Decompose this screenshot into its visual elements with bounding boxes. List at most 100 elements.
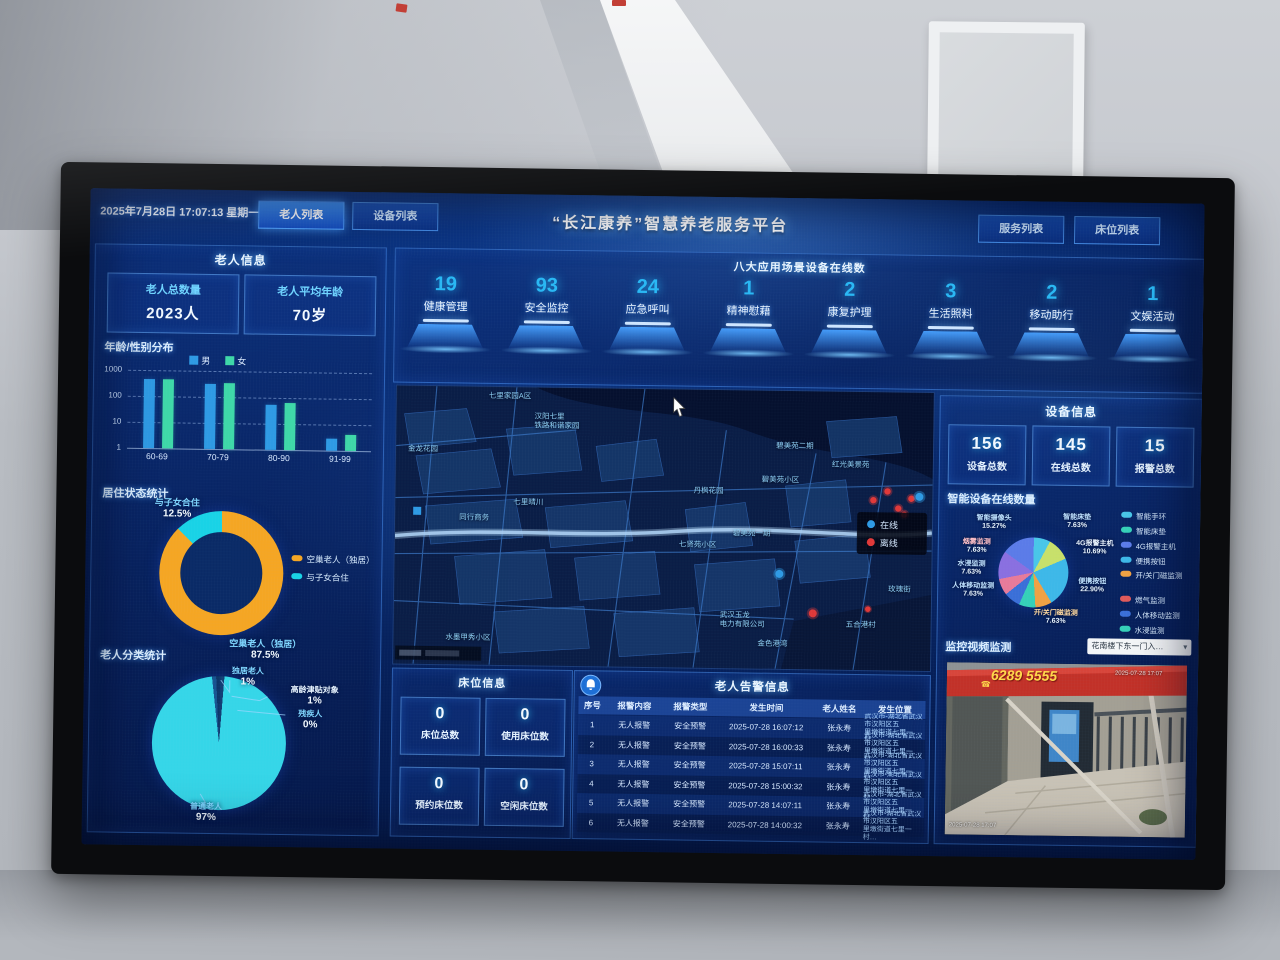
device-legend-item: 智能手环	[1121, 511, 1166, 523]
bar	[143, 379, 156, 449]
map-label: 金龙花园	[408, 443, 439, 454]
stat-elder-total: 老人总数量 2023人	[106, 272, 240, 335]
age-gender-chart-title: 年龄/性别分布	[104, 341, 174, 355]
bar	[162, 379, 175, 449]
ytick-10: 10	[112, 416, 122, 426]
stat-device-total: 156 设备总数	[947, 424, 1027, 486]
nav-button-service-list[interactable]: 服务列表	[977, 214, 1065, 244]
camera-select-dropdown[interactable]: 花南楼下东一门入… ▾	[1087, 638, 1192, 656]
bar	[204, 383, 216, 450]
scenario-health: 19 健康管理	[394, 273, 496, 354]
camera-select-value: 花南楼下东一门入…	[1091, 641, 1164, 652]
ytick-100: 100	[108, 390, 122, 400]
scenario-mental: 1 精神慰藉	[697, 277, 799, 359]
stat-value: 70岁	[292, 307, 328, 325]
map-canvas: 在线 离线	[393, 385, 934, 672]
donut-label-children: 与子女合住 12.5%	[154, 497, 200, 520]
age-gender-bars	[127, 370, 372, 451]
alarm-bell-icon	[580, 674, 602, 696]
device-pie-title: 智能设备在线数量	[947, 493, 1036, 507]
elder-category-title: 老人分类统计	[100, 649, 167, 663]
map-label: 碧美苑小区	[761, 474, 800, 485]
pie-label-normal: 普通老人 97%	[189, 801, 223, 824]
donut-label-empty-nest: 空巢老人（独居） 87.5%	[229, 638, 302, 662]
scenario-daily-care: 3 生活照料	[899, 280, 1001, 361]
ceiling-red-mark	[612, 0, 626, 6]
legend-marker-female	[225, 356, 235, 366]
stat-bed-total: 0 床位总数	[399, 696, 481, 756]
stat-label: 老人总数量	[145, 284, 201, 297]
map-label: 七贤苑小区	[678, 539, 717, 550]
bed-info-title: 床位信息	[458, 677, 507, 691]
map-label: 碧美苑二期	[776, 440, 814, 451]
alarm-title: 老人告警信息	[714, 681, 790, 695]
bar	[265, 404, 277, 450]
device-info-title: 设备信息	[1045, 404, 1098, 420]
camera-feed: ☎ 6289 5555 2025-07-28 17:07 2025-07-28 …	[944, 662, 1188, 838]
video-section-title: 监控视频监测	[945, 641, 1012, 655]
device-legend-item: 水浸监测	[1119, 625, 1165, 637]
device-pie-label: 智能摄像头 15.27%	[976, 514, 1012, 531]
elder-info-title: 老人信息	[214, 252, 267, 268]
xtick: 80-90	[267, 452, 290, 464]
camera-timestamp: 2025-07-28 17:07	[1114, 670, 1163, 678]
ceiling-red-mark	[395, 3, 408, 13]
map-label: 碧美苑一期	[732, 528, 771, 538]
wall-frame	[927, 21, 1085, 189]
stat-device-alarm: 15 报警总数	[1115, 426, 1195, 488]
ytick-1000: 1000	[104, 364, 123, 374]
svg-text:☎: ☎	[981, 680, 991, 689]
alarm-panel: 老人告警信息 序号 报警内容 报警类型 发生时间 老人姓名 发生位置 1 无人报…	[571, 670, 931, 845]
legend-label-male: 男	[201, 355, 211, 366]
scenario-recreation: 1 文娱活动	[1101, 282, 1203, 364]
device-pie-label: 水浸监测 7.63%	[957, 560, 986, 577]
map-label: 丹枫花园	[693, 485, 724, 496]
svg-text:离线: 离线	[880, 537, 898, 548]
device-pie-label: 开/关门磁监测 7.63%	[1033, 609, 1078, 626]
device-pie	[997, 536, 1069, 608]
datetime-display: 2025年7月28日 17:07:13 星期一	[100, 205, 260, 220]
scenarios-panel: 八大应用场景设备在线数 19 健康管理 93 安全监控 24 应急呼叫 1 精神慰藉 2…	[392, 247, 1205, 394]
ytick-1: 1	[116, 442, 122, 452]
xtick: 70-79	[206, 451, 229, 463]
nav-button-device-list[interactable]: 设备列表	[352, 201, 439, 232]
bar	[345, 434, 357, 451]
device-legend-item: 燃气监测	[1119, 595, 1165, 607]
mouse-cursor	[673, 397, 686, 418]
map-label: 七里晴川	[513, 497, 544, 507]
stat-device-online: 145 在线总数	[1031, 425, 1111, 487]
banner-phone-number: 6289 5555	[990, 666, 1058, 684]
device-pie-label: 烟雾监测 7.63%	[962, 538, 991, 555]
scenario-mobility: 2 移动助行	[1000, 281, 1102, 363]
svg-text:在线: 在线	[880, 519, 898, 530]
map-label: 武汉玉龙 电力有限公司	[719, 610, 765, 630]
nav-button-elder-list[interactable]: 老人列表	[258, 200, 345, 230]
map-label: 同行商务	[459, 512, 490, 522]
scenario-security: 93 安全监控	[495, 274, 597, 356]
alarm-row[interactable]: 6 无人报警 安全预警 2025-07-28 14:00:32 张永寿 武汉市-…	[576, 810, 924, 842]
scenario-rehab: 2 康复护理	[798, 278, 900, 360]
bar	[326, 438, 338, 451]
elder-info-panel: 老人信息 老人总数量 2023人 老人平均年龄 70岁 年龄/性别分布 男 女 …	[86, 243, 387, 837]
map-label: 红光美景苑	[831, 459, 870, 470]
xtick: 60-69	[145, 451, 168, 462]
bed-info-panel: 床位信息 0 床位总数 0 使用床位数 0 预约床位数 0 空闲床位数	[389, 667, 573, 840]
stat-elder-avg-age: 老人平均年龄 70岁	[243, 274, 377, 337]
device-legend-item: 便携按钮	[1120, 556, 1166, 568]
map-label: 七里家园A区	[488, 390, 532, 401]
pie-label-disabled: 残疾人 0%	[298, 709, 323, 731]
donut-legend-item: 与子女合住	[291, 571, 349, 584]
device-panel: 设备信息 156 设备总数 145 在线总数 15 报警总数 智能设备在线数量 …	[933, 395, 1203, 848]
map-label: 玫瑰街	[888, 584, 911, 594]
device-legend-item: 人体移动监测	[1119, 610, 1180, 622]
scenario-emergency-call: 24 应急呼叫	[596, 275, 698, 357]
stat-value: 2023人	[146, 305, 200, 323]
nav-button-bed-list[interactable]: 床位列表	[1073, 215, 1161, 246]
pie-label-subsidy: 高龄津贴对象 1%	[290, 685, 339, 707]
device-pie-label: 4G报警主机 10.69%	[1076, 540, 1114, 556]
city-map[interactable]: 在线 离线 七里家园A区 汉阳七里 铁路和谐家园 金龙花园 七里晴川 同行商务 …	[392, 384, 935, 673]
device-pie-label: 便携按钮 22.90%	[1078, 578, 1107, 594]
age-gender-plot	[127, 369, 373, 453]
map-label: 五合港村	[845, 619, 876, 630]
donut-legend-item: 空巢老人（独居）	[291, 553, 375, 566]
